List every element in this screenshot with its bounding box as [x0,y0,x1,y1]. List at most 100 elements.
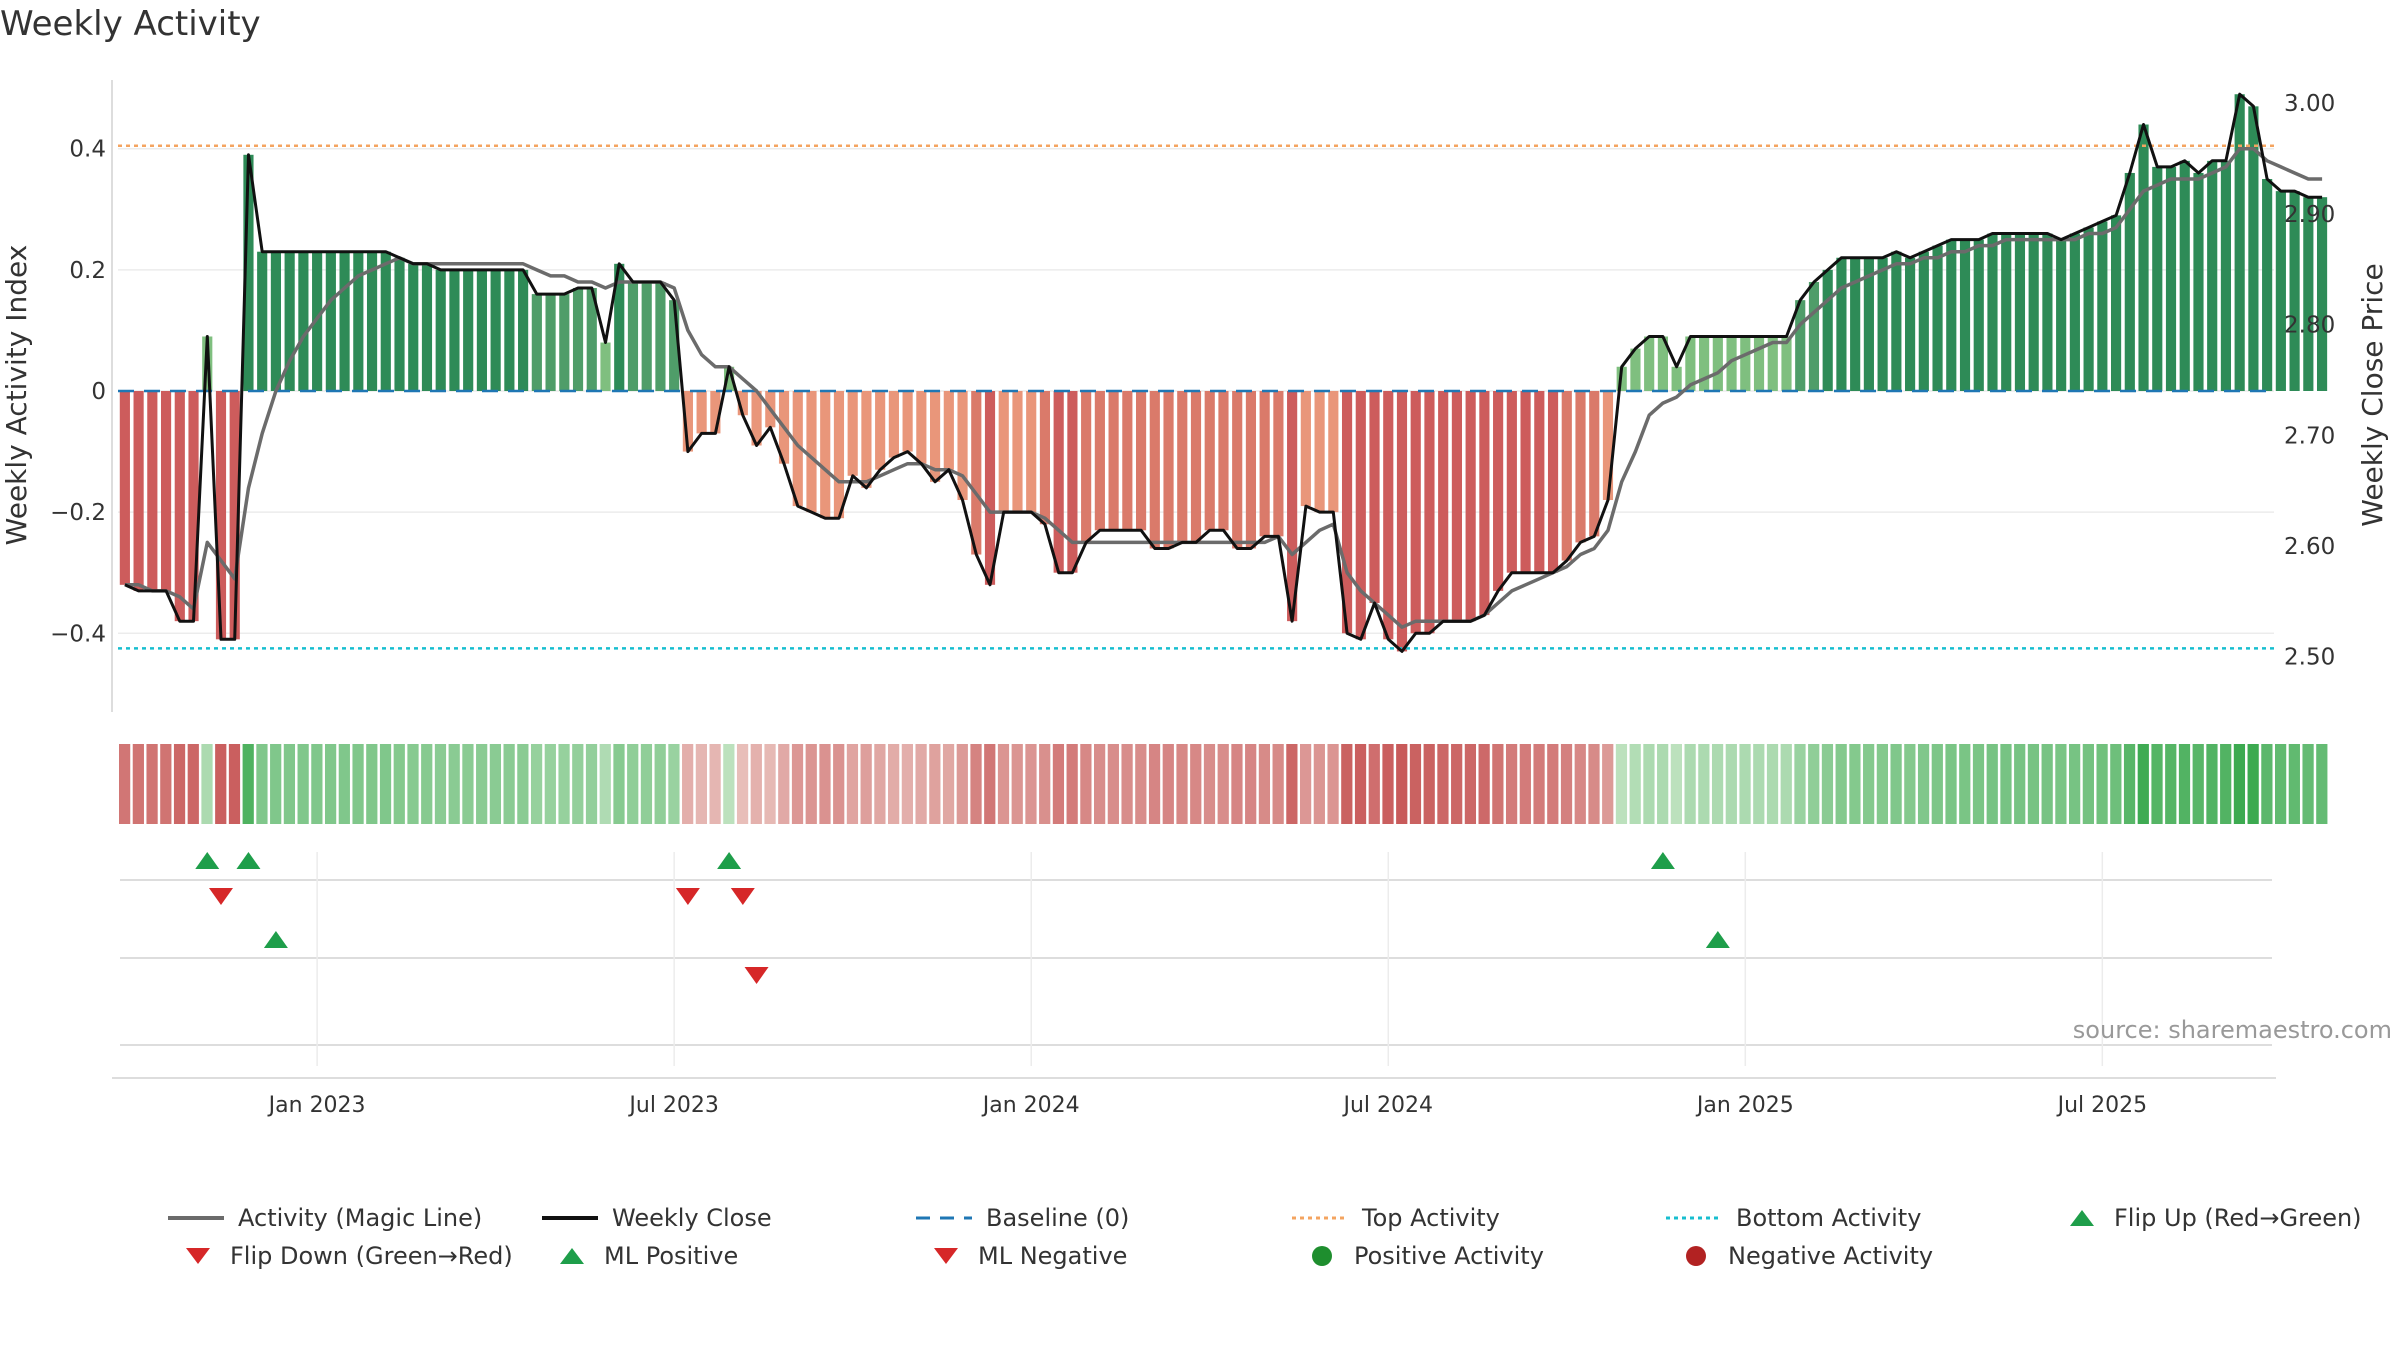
legend-item-bottom-activity: Bottom Activity [1664,1200,1921,1236]
activity-bar [1493,391,1504,591]
activity-bar [463,269,474,391]
activity-bar [696,391,707,434]
heat-cell [1808,744,1820,824]
activity-bar [1699,336,1710,391]
activity-bar [1190,391,1202,543]
heat-cell [530,744,543,824]
heat-cell [2302,744,2314,824]
heat-cell [297,744,309,824]
heat-cell [929,744,941,824]
heat-cell [709,744,721,824]
y-tick-label-right: 2.60 [2284,534,2335,560]
activity-bar [1218,391,1229,531]
activity-bar [1905,257,1916,391]
activity-bar [669,300,680,391]
activity-bar [751,391,762,446]
heat-cell [805,744,817,824]
heat-cell [1203,744,1216,824]
legend-item-top-activity: Top Activity [1290,1200,1500,1236]
heat-cell [1066,744,1078,824]
heat-cell [1148,744,1161,824]
activity-bar [1369,391,1380,603]
activity-bar [1712,336,1723,391]
legend-label: Bottom Activity [1736,1204,1922,1232]
flip-up-marker [195,852,220,869]
activity-bar [298,251,309,391]
heat-cell [1533,744,1545,824]
legend-item-negative-activity: Negative Activity [1674,1238,1933,1274]
activity-bar [2110,215,2122,391]
heat-cell [2233,744,2246,824]
activity-bar [2207,160,2218,391]
activity-bar [1891,251,1902,391]
heat-cell [764,744,776,824]
activity-bar [1163,391,1174,549]
heat-cell [1766,744,1779,824]
activity-bar [449,269,460,391]
activity-bar [1987,233,1998,391]
heat-cell [338,744,350,824]
heat-cell [1931,744,1943,824]
activity-bar [2001,233,2012,391]
heat-cell [434,744,447,824]
heat-cell [1835,744,1847,824]
heat-cell [1231,744,1243,824]
heat-cell [187,744,199,824]
heat-cell [201,744,213,824]
heat-cell [1354,744,1367,824]
heat-cell [2220,744,2232,824]
heat-cell [1711,744,1724,824]
heat-cell [160,744,172,824]
legend-label: ML Negative [978,1242,1128,1270]
activity-bar [1149,391,1160,549]
x-tick-label: Jul 2023 [627,1093,719,1118]
flip-down-icon [186,1248,210,1264]
activity-bar [1108,391,1119,531]
heat-cell [599,744,611,824]
activity-bar [1053,391,1064,573]
heat-cell [1327,744,1339,824]
heat-cell [476,744,488,824]
x-tick-label: Jul 2024 [1341,1093,1433,1118]
activity-bar [1836,257,1847,391]
activity-bar [1287,391,1298,622]
heat-cell [2275,744,2287,824]
activity-bar [737,391,748,416]
heat-cell [1739,744,1751,824]
activity-bar [1781,336,1792,391]
heat-cell [942,744,955,824]
heat-cell [256,744,268,824]
heat-cell [2247,744,2259,824]
activity-bar [1740,336,1751,391]
y-tick-label-left: 0.4 [69,137,106,163]
activity-bar [2138,124,2149,392]
heat-cell [393,744,405,824]
heat-cell [750,744,762,824]
top-activity-swatch [1292,1216,1348,1220]
activity-bar [1259,391,1270,537]
heat-cell [846,744,859,824]
heat-cell [901,744,913,824]
heat-cell [407,744,419,824]
activity-bar [820,391,831,519]
heat-cell [1629,744,1641,824]
activity-bar [1795,300,1806,391]
activity-bar [1671,366,1682,391]
activity-bar [1465,391,1476,622]
heat-cell [668,744,680,824]
legend-item-flip-down: Flip Down (Green→Red) [176,1238,513,1274]
heat-cell [970,744,982,824]
heat-cell [462,744,474,824]
activity-bar [1918,251,1929,391]
heat-cell [352,744,364,824]
activity-bar [435,269,446,391]
heat-cell [1780,744,1792,824]
activity-bar [1094,391,1105,531]
heat-cell [1094,744,1106,824]
legend-label: Negative Activity [1728,1242,1934,1270]
activity-bar [1177,391,1188,543]
activity-bar [2275,191,2286,391]
activity-bar [1396,391,1408,652]
weekly-close-line [124,92,2323,653]
